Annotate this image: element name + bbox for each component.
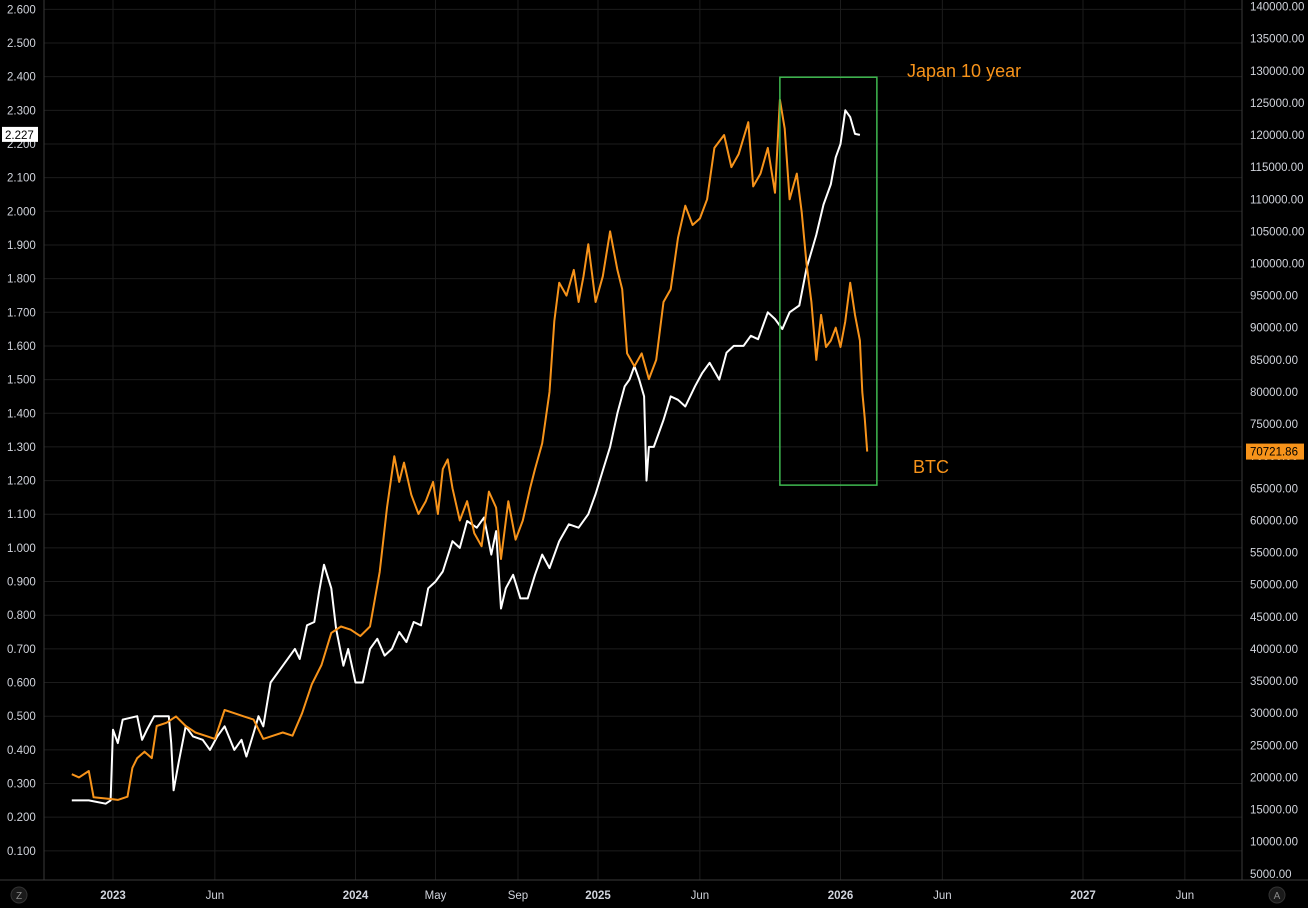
right-last-value-label: 70721.86 (1250, 447, 1298, 459)
right-tick-label: 135000.00 (1250, 34, 1304, 46)
right-tick-label: 35000.00 (1250, 676, 1298, 688)
left-tick-label: 1.600 (7, 341, 36, 353)
left-tick-label: 2.600 (7, 4, 36, 16)
right-tick-label: 55000.00 (1250, 548, 1298, 560)
time-tick-label: 2023 (100, 890, 126, 902)
right-tick-label: 25000.00 (1250, 740, 1298, 752)
right-tick-label: 140000.00 (1250, 2, 1304, 14)
time-tick-label: May (425, 890, 447, 902)
right-tick-label: 15000.00 (1250, 805, 1298, 817)
overlay-layer: Japan 10 year BTC (779, 61, 1021, 486)
right-axis[interactable]: 5000.00 10000.00 15000.00 20000.00 25000.00 3… (1241, 0, 1304, 881)
time-tick-label: Jun (206, 890, 225, 902)
annotation-btc: BTC (913, 457, 949, 477)
left-tick-label: 0.200 (7, 812, 36, 824)
right-tick-label: 125000.00 (1250, 98, 1304, 110)
left-last-value-badge (2, 126, 38, 142)
auto-scale-button[interactable] (1268, 886, 1286, 904)
left-tick-label: 1.300 (7, 442, 36, 454)
time-tick-label: Jun (691, 890, 710, 902)
left-tick-label: 0.800 (7, 610, 36, 622)
left-tick-label: 2.200 (7, 139, 36, 151)
left-tick-label: 2.500 (7, 38, 36, 50)
left-last-value-label: 2.227 (5, 130, 34, 142)
right-tick-label: 50000.00 (1250, 580, 1298, 592)
time-tick-label: 2027 (1070, 890, 1096, 902)
left-tick-label: 1.900 (7, 240, 36, 252)
right-tick-label: 30000.00 (1250, 708, 1298, 720)
right-tick-label: 5000.00 (1250, 869, 1292, 881)
time-tick-label: 2025 (585, 890, 611, 902)
time-axis[interactable]: 2023 Jun 2024 May Sep 2025 Jun 2026 Jun 2027 Jun Z A (0, 879, 1308, 904)
right-tick-label: 95000.00 (1250, 291, 1298, 303)
left-tick-label: 1.800 (7, 274, 36, 286)
left-tick-label: 0.400 (7, 745, 36, 757)
right-tick-label: 80000.00 (1250, 387, 1298, 399)
time-tick-label: 2026 (828, 890, 854, 902)
right-tick-label: 110000.00 (1250, 194, 1304, 206)
left-tick-label: 1.500 (7, 375, 36, 387)
left-tick-label: 1.100 (7, 509, 36, 521)
right-tick-label: 45000.00 (1250, 612, 1298, 624)
left-tick-label: 0.500 (7, 711, 36, 723)
time-tick-label: 2024 (343, 890, 369, 902)
right-tick-label: 10000.00 (1250, 837, 1298, 849)
left-tick-label: 2.300 (7, 105, 36, 117)
scale-mode-label[interactable]: Z (16, 891, 22, 902)
left-tick-label: 0.600 (7, 678, 36, 690)
right-tick-label: 60000.00 (1250, 515, 1298, 527)
right-tick-label: 65000.00 (1250, 483, 1298, 495)
left-tick-label: 2.100 (7, 173, 36, 185)
right-tick-label: 20000.00 (1250, 772, 1298, 784)
left-axis[interactable]: 0.100 0.200 0.300 0.400 0.500 0.600 0.700 0.800… (2, 0, 45, 880)
left-tick-label: 1.000 (7, 543, 36, 555)
left-tick-label: 0.300 (7, 779, 36, 791)
right-tick-label: 85000.00 (1250, 355, 1298, 367)
left-tick-label: 1.200 (7, 476, 36, 488)
left-tick-label: 1.700 (7, 307, 36, 319)
left-tick-label: 0.700 (7, 644, 36, 656)
right-tick-label: 120000.00 (1250, 130, 1304, 142)
time-tick-label: Jun (933, 890, 952, 902)
right-tick-label: 130000.00 (1250, 66, 1304, 78)
right-last-value-badge (1246, 443, 1304, 460)
left-tick-label: 2.000 (7, 206, 36, 218)
left-tick-label: 0.100 (7, 846, 36, 858)
right-tick-label: 105000.00 (1250, 226, 1304, 238)
highlight-box (779, 76, 878, 486)
right-tick-label: 40000.00 (1250, 644, 1298, 656)
grid (44, 0, 1242, 880)
right-tick-label: 90000.00 (1250, 323, 1298, 335)
left-tick-label: 1.400 (7, 408, 36, 420)
right-tick-label: 75000.00 (1250, 419, 1298, 431)
right-tick-label: 100000.00 (1250, 259, 1304, 271)
left-tick-label: 0.900 (7, 577, 36, 589)
scale-mode-button[interactable] (10, 886, 28, 904)
time-tick-label: Jun (1176, 890, 1195, 902)
auto-scale-label[interactable]: A (1274, 891, 1281, 902)
annotation-japan-10-year: Japan 10 year (907, 61, 1021, 81)
left-tick-label: 2.400 (7, 72, 36, 84)
right-tick-label: 115000.00 (1250, 162, 1304, 174)
time-tick-label: Sep (508, 890, 528, 902)
